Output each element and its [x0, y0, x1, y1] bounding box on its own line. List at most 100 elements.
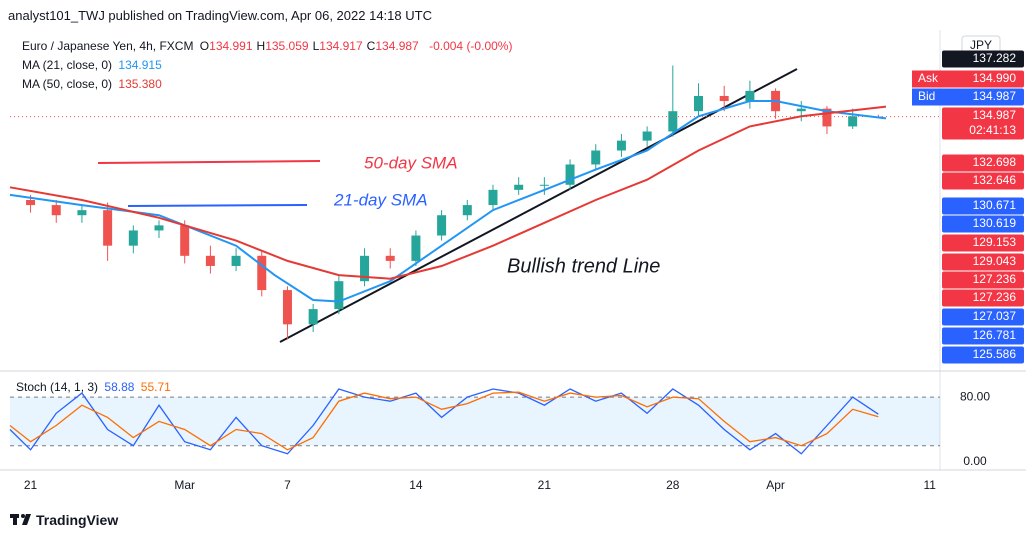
symbol-legend: Euro / Japanese Yen, 4h, FXCM O134.991 H1…: [22, 39, 515, 53]
legend-name: MA (50, close, 0): [22, 77, 113, 91]
candle-body: [334, 281, 344, 310]
candle-body: [257, 255, 267, 291]
price-tag: [942, 308, 1024, 326]
ohlc-key: H: [256, 39, 266, 53]
x-tick-label: 28: [666, 478, 680, 492]
price-tag: [942, 50, 1024, 68]
ma-legend: MA (50, close, 0) 135.380: [22, 77, 165, 91]
candle-body: [694, 95, 704, 112]
candle-body: [668, 111, 678, 132]
price-tag-label: 130.671: [973, 198, 1017, 212]
price-tag-name: Ask: [918, 71, 939, 85]
candle-body: [437, 215, 447, 236]
price-tag-label: 134.987: [973, 108, 1017, 122]
price-tag-label: 132.646: [973, 173, 1017, 187]
price-tag: [942, 271, 1024, 289]
candle-body: [77, 210, 87, 216]
ohlc-key: L: [312, 39, 320, 53]
price-tag-label: 126.781: [973, 328, 1017, 342]
change: -0.004 (-0.00%): [429, 39, 513, 53]
price-tag-label: 134.990: [973, 71, 1017, 85]
candle-body: [514, 184, 524, 190]
price-tag: [942, 289, 1024, 307]
candle-body: [591, 150, 601, 165]
x-tick-label: Mar: [174, 478, 195, 492]
legend-name: Stoch (14, 1, 3): [16, 380, 99, 394]
candle-body: [103, 210, 113, 246]
symbol-title: Euro / Japanese Yen, 4h, FXCM: [22, 39, 194, 53]
candle-body: [360, 255, 370, 282]
annotation: Bullish trend Line: [507, 255, 660, 277]
series-line: [9, 391, 879, 451]
price-tag-label: 129.043: [973, 254, 1017, 268]
candle-body: [539, 184, 549, 186]
candle-body: [719, 95, 729, 102]
price-tag-label: 132.698: [973, 155, 1017, 169]
x-tick-label: Apr: [766, 478, 785, 492]
price-tag: [942, 172, 1024, 190]
price-tag: [942, 234, 1024, 252]
price-tag-label: 130.619: [973, 216, 1017, 230]
candle-body: [282, 290, 292, 325]
candle-body: [745, 90, 755, 102]
candle-body: [848, 116, 858, 127]
annotation-line: [127, 204, 308, 207]
price-tag-name: Bid: [918, 89, 935, 103]
countdown: 02:41:13: [969, 123, 1016, 137]
price-tag: [942, 253, 1024, 271]
x-tick-label: 7: [284, 478, 291, 492]
ma-legend: MA (21, close, 0) 134.915: [22, 58, 165, 72]
candle-body: [822, 108, 832, 127]
candle-body: [796, 108, 806, 112]
candle-body: [128, 230, 138, 246]
y-tick-label: 0.00: [963, 454, 987, 468]
price-tag: [942, 70, 1024, 88]
candle-body: [488, 189, 498, 206]
candle-body: [231, 255, 241, 266]
candle-body: [411, 235, 421, 261]
legend-value: 134.915: [118, 58, 162, 72]
legend-value: 135.380: [118, 77, 162, 91]
price-tag-name-bg: [912, 70, 944, 88]
x-tick-label: 21: [538, 478, 552, 492]
price-tag-label: 127.037: [973, 309, 1017, 323]
legend-name: MA (21, close, 0): [22, 58, 113, 72]
ohlc-value: 135.059: [265, 39, 309, 53]
candle-body: [205, 255, 215, 266]
y-tick-label: 80.00: [960, 389, 990, 403]
price-tag: [942, 215, 1024, 233]
ohlc-value: 134.987: [375, 39, 419, 53]
price-tag-label: 129.153: [973, 235, 1017, 249]
series-line: [9, 100, 887, 303]
series-line: [9, 105, 887, 280]
legend-value: 58.88: [104, 380, 135, 394]
price-tag-label: 137.282: [973, 51, 1017, 65]
candle-body: [616, 140, 626, 151]
candle-body: [180, 225, 190, 256]
x-tick-label: 11: [923, 478, 936, 492]
ohlc-legend: O134.991 H135.059 L134.917 C134.987: [200, 39, 423, 53]
ohlc-key: O: [199, 39, 210, 53]
price-tag: [942, 346, 1024, 364]
ohlc-key: C: [366, 39, 376, 53]
price-tag-label: 127.236: [973, 272, 1017, 286]
candle-body: [642, 131, 652, 141]
published-note: analyst101_TWJ published on TradingView.…: [8, 8, 432, 23]
annotation: 21-day SMA: [333, 190, 428, 209]
candle-body: [462, 205, 472, 216]
annotation-line: [97, 160, 321, 164]
price-tag-name-bg: [912, 88, 944, 106]
price-tag-label: 125.586: [973, 347, 1017, 361]
ohlc-value: 134.917: [319, 39, 363, 53]
stoch-legend: Stoch (14, 1, 3) 58.88 55.71: [16, 380, 174, 394]
price-tag: [942, 327, 1024, 345]
trend-line: [279, 68, 798, 343]
candle-body: [308, 309, 318, 325]
currency: JPY: [970, 38, 992, 52]
candle-body: [154, 225, 164, 231]
annotation: 50-day SMA: [364, 153, 458, 172]
logo: [10, 514, 31, 525]
candle-body: [385, 255, 395, 261]
